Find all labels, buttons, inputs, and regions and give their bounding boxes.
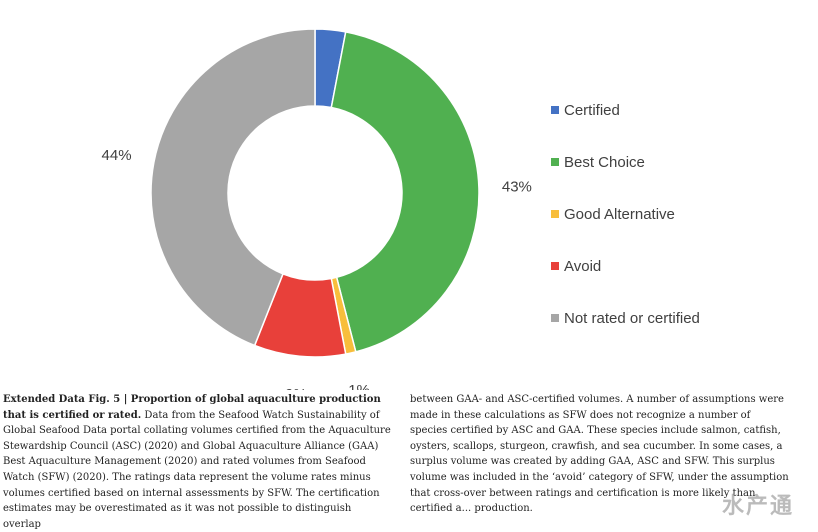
donut-chart: 3% 43% 1% 9% 44% (102, 0, 532, 390)
legend-item-good-alternative: Good Alternative (551, 188, 700, 240)
data-label-not-rated-or-certified: 44% (102, 147, 132, 164)
legend-swatch (551, 106, 559, 114)
legend-swatch (551, 158, 559, 166)
watermark-logo: 水产通 (722, 494, 795, 519)
data-label-best-choice: 43% (502, 179, 532, 196)
legend-label: Avoid (564, 257, 602, 275)
legend-item-certified: Certified (551, 84, 700, 136)
legend-item-avoid: Avoid (551, 240, 700, 292)
legend-label: Best Choice (564, 153, 645, 171)
legend-swatch (551, 314, 559, 322)
figure-caption-body-right: between GAA- and ASC-certified volumes. … (410, 394, 789, 515)
data-label-avoid: 9% (285, 386, 307, 390)
figure-caption-body-left: Data from the Seafood Watch Sustainabili… (3, 409, 391, 530)
legend-swatch (551, 210, 559, 218)
figure-caption-title: Extended Data Fig. 5 | Proportion of glo… (3, 394, 381, 421)
donut-slice-not-rated-or-certified (150, 28, 316, 347)
figure-caption-right: between GAA- and ASC-certified volumes. … (410, 392, 790, 517)
legend-label: Certified (564, 101, 620, 119)
figure-caption-left: Extended Data Fig. 5 | Proportion of glo… (3, 392, 391, 532)
legend-label: Good Alternative (564, 205, 675, 223)
legend-item-not-rated-or-certified: Not rated or certified (551, 292, 700, 344)
chart-legend: Certified Best Choice Good Alternative Avoi… (551, 84, 700, 344)
data-label-certified: 3% (323, 0, 345, 1)
legend-swatch (551, 262, 559, 270)
donut-slice-best-choice (330, 31, 480, 353)
legend-item-best-choice: Best Choice (551, 136, 700, 188)
data-label-good-alternative: 1% (348, 382, 370, 390)
legend-label: Not rated or certified (564, 309, 700, 327)
